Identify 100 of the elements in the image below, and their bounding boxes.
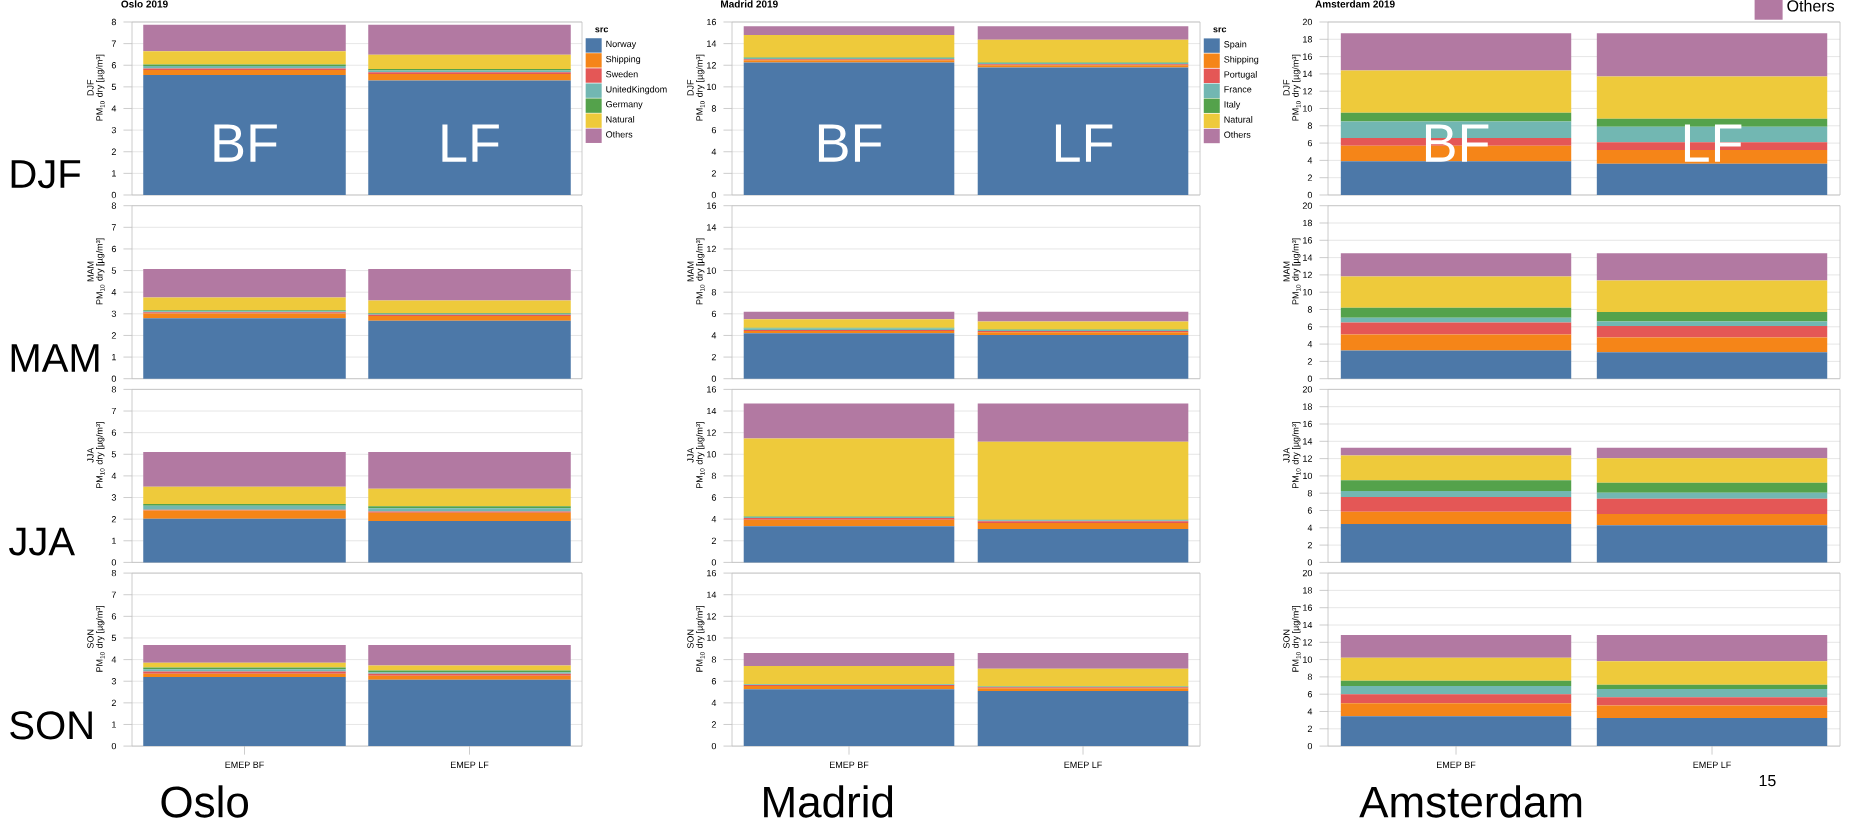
y-tick-label: 2 (111, 699, 116, 706)
y-tick-label: 0 (1307, 559, 1313, 566)
text: Madrid (764, 785, 893, 818)
y-tick-label: 0 (111, 559, 117, 566)
y-tick-label: 4 (711, 148, 717, 155)
legend-label: Others (1224, 131, 1251, 138)
text: MAM (1283, 261, 1290, 282)
y-tick-label: 8 (111, 386, 116, 393)
legend-label: Others (606, 131, 633, 138)
y-tick-label: 3 (111, 126, 116, 134)
y-tick-label: 18 (1303, 219, 1313, 227)
text: SON (1283, 629, 1290, 649)
y-tick-label: 4 (111, 472, 117, 479)
y-tick-label: 12 (707, 62, 716, 69)
y-tick-label: 14 (707, 40, 717, 47)
text: DJF (687, 79, 694, 96)
y-tick-label: 5 (111, 451, 117, 458)
y-axis-title: PM$_{10}$ dry [µg/m³] (96, 54, 105, 121)
annotation: LF (1055, 124, 1113, 162)
x-tick-label: EMEP BF (1437, 761, 1476, 768)
y-tick-label: 20 (1302, 386, 1313, 393)
y-tick-label: 14 (1303, 438, 1313, 445)
y-tick-label: 4 (711, 332, 717, 339)
y-tick-label: 1 (112, 170, 116, 177)
y-tick-label: 8 (111, 569, 116, 577)
y-tick-label: 10 (1303, 472, 1313, 480)
y-tick-label: 6 (711, 310, 717, 318)
x-tick-label: EMEP BF (225, 761, 264, 768)
y-tick-label: 5 (111, 634, 117, 642)
y-tick-label: 12 (1303, 455, 1312, 462)
y-tick-label: 16 (1303, 237, 1313, 244)
y-tick-label: 14 (1303, 70, 1313, 77)
chart-title: Madrid 2019 (721, 0, 778, 8)
y-tick-label: 6 (111, 613, 116, 620)
y-tick-label: 14 (1303, 254, 1313, 261)
y-tick-label: 6 (711, 678, 717, 685)
text: JJA (687, 447, 694, 463)
legend-label: Shipping (1224, 55, 1259, 65)
legend-label: Germany (606, 101, 643, 110)
y-tick-label: 12 (1303, 639, 1312, 646)
y-axis-title: PM$_{10}$ dry [µg/m³] (696, 422, 705, 488)
y-axis-title: PM$_{10}$ dry [µg/m³] (1292, 605, 1301, 672)
text: JJA (87, 447, 94, 463)
y-tick-label: 2 (1307, 725, 1312, 732)
y-tick-label: 3 (111, 678, 116, 685)
y-tick-label: 7 (111, 591, 116, 598)
y-tick-label: 0 (1307, 191, 1313, 199)
y-tick-label: 7 (111, 407, 116, 415)
y-tick-label: 8 (711, 289, 717, 296)
y-axis-title: PM$_{10}$ dry [µg/m³] (96, 238, 105, 305)
legend-label: UnitedKingdom (606, 85, 667, 95)
text: DJF (1283, 79, 1290, 96)
y-tick-label: 2 (1307, 541, 1312, 549)
legend-label: Portugal (1224, 71, 1257, 80)
text: DJF (11, 160, 81, 189)
y-tick-label: 20 (1302, 202, 1313, 209)
y-tick-label: 16 (1303, 53, 1313, 60)
y-tick-label: 6 (711, 126, 717, 134)
annotation: BF (818, 124, 882, 162)
y-axis-title: PM$_{10}$ dry [µg/m³] (1292, 54, 1301, 121)
y-tick-label: 0 (1307, 375, 1313, 382)
y-tick-label: 4 (711, 699, 717, 706)
y-tick-label: 14 (707, 224, 717, 231)
y-tick-label: 4 (1307, 524, 1313, 531)
y-tick-label: 8 (711, 472, 717, 480)
legend-label: Italy (1224, 100, 1241, 110)
y-tick-label: 6 (1307, 323, 1313, 330)
y-tick-label: 0 (1307, 742, 1313, 750)
y-tick-label: 2 (1307, 358, 1312, 365)
y-tick-label: 20 (1302, 18, 1313, 26)
y-tick-label: 1 (112, 353, 116, 361)
y-tick-label: 0 (111, 375, 117, 382)
y-tick-label: 0 (711, 742, 717, 750)
y-axis-title: PM$_{10}$ dry [µg/m³] (696, 238, 705, 305)
y-tick-label: 6 (111, 429, 116, 436)
y-tick-label: 4 (111, 656, 117, 663)
x-tick-label: EMEP LF (1064, 761, 1102, 768)
legend-label: France (1224, 86, 1252, 93)
legend-label: Norway (606, 40, 637, 49)
legend-label: Others (1787, 0, 1835, 12)
y-tick-label: 14 (1303, 621, 1313, 629)
y-tick-label: 10 (707, 83, 717, 91)
y-tick-label: 16 (707, 569, 717, 577)
y-tick-label: 8 (1307, 306, 1313, 313)
y-tick-label: 7 (111, 224, 116, 231)
y-tick-label: 2 (111, 332, 116, 339)
y-tick-label: 6 (111, 245, 116, 253)
text: DJF (87, 79, 94, 96)
y-tick-label: 1 (112, 537, 116, 544)
text: Oslo (161, 785, 249, 818)
y-tick-label: 8 (111, 18, 116, 26)
y-tick-label: 10 (1303, 656, 1313, 663)
y-tick-label: 4 (1307, 341, 1313, 348)
legend-label: Natural (1224, 116, 1253, 123)
y-tick-label: 2 (711, 721, 716, 728)
y-tick-label: 3 (111, 310, 116, 318)
annotation: BF (214, 124, 277, 162)
y-tick-label: 6 (1307, 507, 1313, 514)
y-tick-label: 0 (111, 191, 117, 199)
x-tick-label: EMEP BF (830, 761, 869, 768)
